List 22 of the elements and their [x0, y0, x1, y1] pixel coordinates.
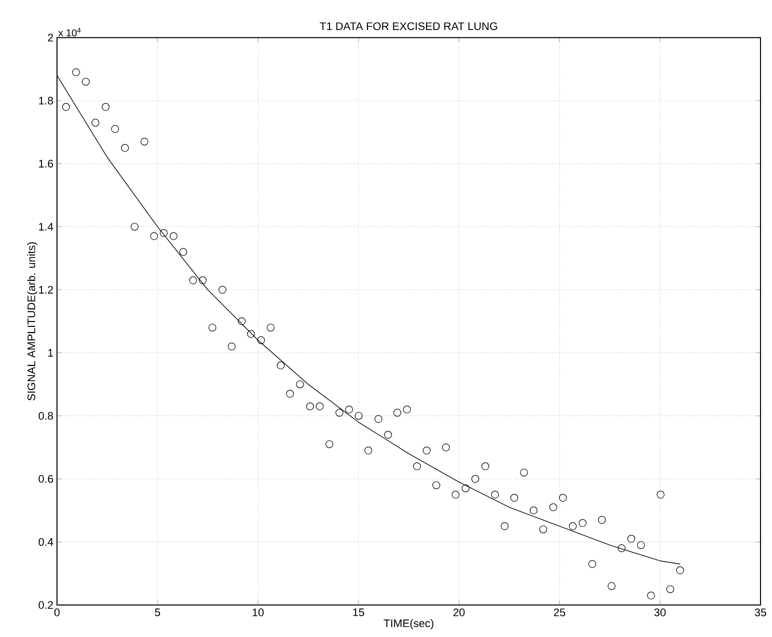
x-tick-label: 20 — [453, 608, 465, 616]
x-axis-title: TIME(sec) — [384, 619, 434, 630]
y-tick-label: 0.4 — [38, 538, 54, 546]
y-tick-label: 1.6 — [39, 160, 54, 168]
y-axis-title: SIGNAL AMPLITUDE(arb. units) — [27, 242, 38, 400]
chart-title: T1 DATA FOR EXCISED RAT LUNG — [320, 22, 498, 30]
y-tick-label: 1.8 — [39, 96, 54, 105]
y-tick-label: 1.2 — [39, 286, 53, 294]
text: x 10$^{4}$ — [58, 28, 81, 36]
y-tick-label: 1 — [48, 349, 53, 357]
x-tick-label: 15 — [353, 608, 364, 616]
x-tick-label: 0 — [54, 608, 60, 616]
y-tick-label: 0.6 — [38, 475, 54, 483]
y-tick-label: 0.2 — [38, 601, 53, 609]
x-tick-label: 10 — [252, 608, 264, 616]
x-tick-label: 30 — [654, 608, 666, 616]
y-tick-label: 0.8 — [38, 412, 54, 420]
x-tick-label: 25 — [554, 608, 566, 616]
x-tick-label: 35 — [754, 608, 766, 616]
y-tick-label: 1.4 — [39, 222, 54, 230]
y-tick-label: 2 — [48, 34, 53, 42]
x-tick-label: 5 — [154, 608, 160, 616]
